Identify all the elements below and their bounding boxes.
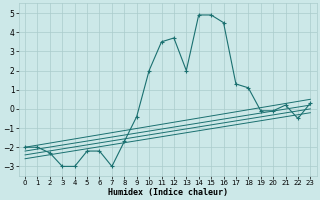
X-axis label: Humidex (Indice chaleur): Humidex (Indice chaleur)	[108, 188, 228, 197]
